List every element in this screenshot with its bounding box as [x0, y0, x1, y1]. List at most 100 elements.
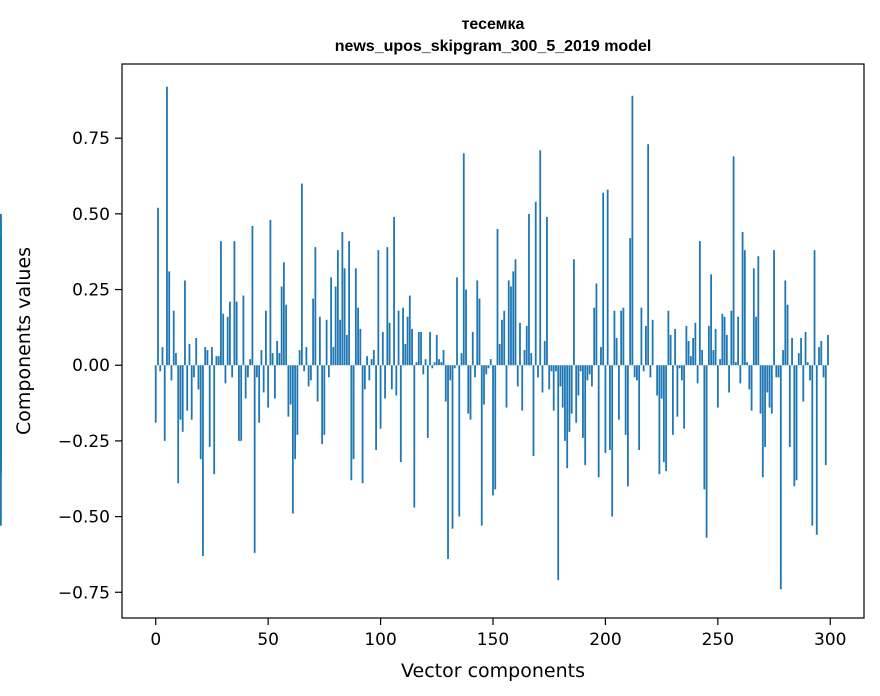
- bar-component-248: [712, 350, 715, 366]
- bar-component-255: [728, 365, 730, 393]
- bar-component-69: [309, 365, 312, 381]
- bar-component-205: [615, 337, 618, 366]
- bar-component-200: [604, 365, 607, 454]
- bar-component-103: [386, 247, 389, 366]
- bar-component-210: [627, 365, 629, 487]
- bar-component-55: [278, 353, 281, 366]
- bar-component-290: [806, 362, 809, 366]
- bar-component-148: [487, 365, 490, 369]
- bar-component-94: [366, 356, 368, 366]
- bar-component-206: [618, 365, 620, 420]
- bar-component-298: [824, 365, 827, 466]
- bar-component-269: [759, 365, 762, 414]
- bar-component-84: [343, 268, 346, 366]
- bar-component-264: [748, 365, 751, 390]
- bar-component-37: [238, 365, 240, 441]
- bar-component-211: [629, 238, 632, 366]
- bar-component-197: [597, 365, 600, 478]
- y-axis-ticks: −0.75 −0.50 −0.25 0.00 0.25 0.50 0.75: [58, 129, 122, 603]
- bar-component-146: [483, 365, 485, 405]
- bar-component-182: [564, 365, 566, 441]
- bar-component-273: [768, 365, 771, 408]
- bar-component-73: [318, 316, 321, 366]
- bar-component-11: [179, 365, 182, 420]
- bar-component-54: [276, 341, 279, 366]
- bar-component-96: [370, 359, 373, 366]
- bar-component-191: [584, 365, 587, 466]
- bar-component-251: [719, 359, 721, 366]
- bar-component-234: [680, 365, 683, 381]
- bar-component-180: [559, 365, 562, 387]
- bar-component-270: [761, 365, 764, 478]
- bar-component-149: [489, 359, 492, 366]
- bar-component-237: [687, 341, 690, 366]
- bar-component-155: [503, 310, 506, 366]
- bar-component-81: [336, 250, 339, 366]
- bar-component-48: [262, 365, 265, 393]
- bar-component-171: [539, 150, 542, 366]
- bar-component-153: [498, 344, 501, 366]
- bar-component-176: [550, 365, 553, 372]
- bar-component-225: [660, 365, 663, 399]
- bar-component-36: [235, 301, 238, 366]
- bar-component-144: [478, 298, 481, 366]
- bar-component-228: [667, 310, 670, 366]
- bar-component-14: [186, 365, 189, 411]
- bar-component-194: [591, 365, 593, 387]
- bar-component-141: [471, 331, 474, 366]
- bar-component-23: [206, 350, 209, 366]
- bar-component-296: [820, 341, 823, 366]
- bar-component-136: [460, 353, 463, 366]
- bar-component-246: [707, 325, 710, 366]
- bar-component-34: [231, 365, 234, 378]
- bar-component-196: [595, 283, 598, 366]
- bar-component-10: [177, 365, 180, 484]
- bar-component-147: [485, 365, 488, 375]
- bar-component-262: [743, 250, 746, 366]
- bar-component-7: [170, 365, 173, 381]
- bar-component-101: [381, 331, 384, 366]
- bar-component-115: [413, 365, 416, 508]
- bar-component-276: [775, 365, 778, 378]
- bar-component-105: [390, 365, 393, 390]
- bar-component-188: [577, 365, 580, 396]
- bar-component-213: [633, 365, 636, 378]
- bar-component-247: [710, 274, 712, 366]
- bar-component-198: [600, 347, 602, 366]
- bar-component-130: [447, 365, 449, 559]
- bar-component-64: [298, 350, 301, 366]
- bar-component-164: [523, 350, 526, 366]
- bar-component-108: [397, 310, 400, 366]
- bar-component-74: [321, 365, 324, 444]
- bar-component-40: [244, 365, 247, 399]
- bar-component-195: [593, 307, 596, 366]
- bar-component-242: [698, 241, 701, 366]
- bar-component-78: [330, 277, 333, 366]
- bar-component-51: [269, 219, 272, 366]
- bar-component-138: [465, 289, 467, 366]
- bar-component-25: [211, 347, 213, 366]
- bar-component-223: [656, 365, 659, 396]
- bar-component-165: [525, 325, 528, 366]
- bar-component-107: [395, 365, 398, 396]
- x-tick-label: 200: [589, 630, 621, 650]
- bar-component-275: [773, 250, 775, 366]
- plot-frame: [121, 63, 865, 619]
- bar-component-169: [534, 201, 537, 366]
- bar-component-280: [784, 280, 787, 366]
- bar-component-9: [175, 353, 177, 366]
- bar-component-179: [557, 365, 560, 581]
- bar-component-89: [354, 268, 357, 366]
- bar-component-154: [501, 319, 503, 366]
- bar-component-85: [345, 334, 348, 366]
- bar-component-116: [415, 362, 418, 366]
- bar-component-145: [480, 365, 483, 526]
- bar-component-232: [676, 365, 679, 417]
- bar-component-114: [411, 328, 413, 366]
- bar-component-221: [651, 319, 654, 366]
- bar-component-230: [671, 365, 674, 435]
- bar-component-97: [372, 350, 375, 366]
- bar-component-66: [303, 365, 306, 372]
- bar-component-131: [449, 365, 452, 381]
